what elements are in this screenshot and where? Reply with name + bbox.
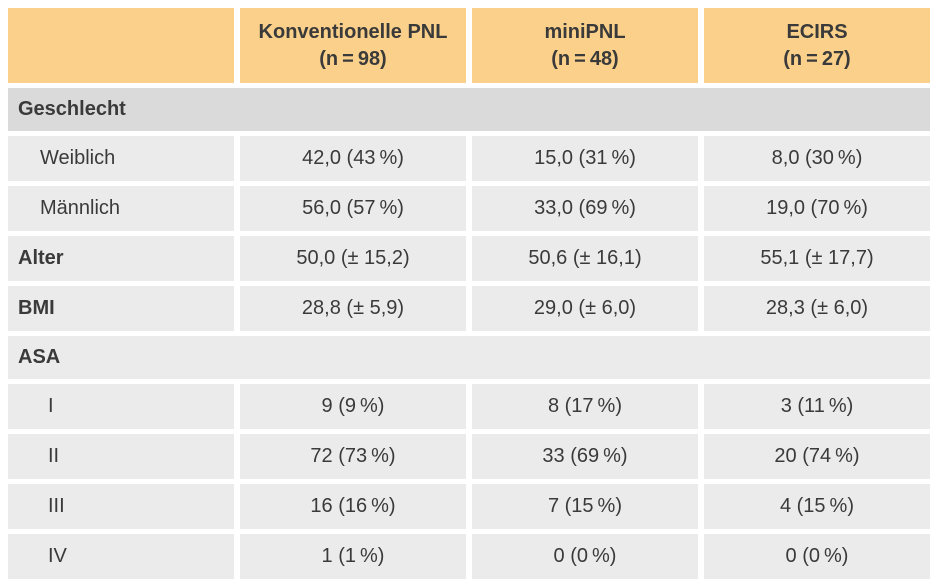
table-cell: 1 (1 %) — [240, 534, 466, 579]
table-cell: 42,0 (43 %) — [240, 136, 466, 181]
row-label-asa-3: III — [8, 484, 234, 529]
table-cell: 16 (16 %) — [240, 484, 466, 529]
row-label-maennlich: Männlich — [8, 186, 234, 231]
table-cell: 8,0 (30 %) — [704, 136, 930, 181]
section-row: Geschlecht — [8, 88, 930, 131]
table-cell: 50,0 (± 15,2) — [240, 236, 466, 281]
table-row: BMI 28,8 (± 5,9) 29,0 (± 6,0) 28,3 (± 6,… — [8, 286, 930, 331]
table-cell: 33 (69 %) — [472, 434, 698, 479]
column-n-count: (n = 48) — [551, 47, 619, 70]
section-header-geschlecht: Geschlecht — [8, 88, 930, 131]
section-header-asa: ASA — [8, 336, 930, 379]
table-row: II 72 (73 %) 33 (69 %) 20 (74 %) — [8, 434, 930, 479]
table-row: III 16 (16 %) 7 (15 %) 4 (15 %) — [8, 484, 930, 529]
row-label-bmi: BMI — [8, 286, 234, 331]
patient-characteristics-table: Konventionelle PNL (n = 98) miniPNL (n =… — [2, 3, 936, 584]
column-title: Konventionelle PNL — [258, 20, 448, 43]
table-cell: 15,0 (31 %) — [472, 136, 698, 181]
row-label-weiblich: Weiblich — [8, 136, 234, 181]
table-cell: 7 (15 %) — [472, 484, 698, 529]
table-cell: 56,0 (57 %) — [240, 186, 466, 231]
column-header-konventionelle-pnl: Konventionelle PNL (n = 98) — [240, 8, 466, 83]
column-header-ecirs: ECIRS (n = 27) — [704, 8, 930, 83]
table-cell: 28,8 (± 5,9) — [240, 286, 466, 331]
table-row: IV 1 (1 %) 0 (0 %) 0 (0 %) — [8, 534, 930, 579]
table-cell: 72 (73 %) — [240, 434, 466, 479]
table-cell: 33,0 (69 %) — [472, 186, 698, 231]
column-n-count: (n = 98) — [319, 47, 387, 70]
table-cell: 9 (9 %) — [240, 384, 466, 429]
column-title: ECIRS — [786, 20, 848, 43]
table-row: Weiblich 42,0 (43 %) 15,0 (31 %) 8,0 (30… — [8, 136, 930, 181]
column-title: miniPNL — [544, 20, 626, 43]
column-header-minipnl: miniPNL (n = 48) — [472, 8, 698, 83]
row-label-asa-2: II — [8, 434, 234, 479]
section-row: ASA — [8, 336, 930, 379]
table-cell: 3 (11 %) — [704, 384, 930, 429]
table-cell: 20 (74 %) — [704, 434, 930, 479]
header-empty-cell — [8, 8, 234, 83]
header-row: Konventionelle PNL (n = 98) miniPNL (n =… — [8, 8, 930, 83]
table-row: Männlich 56,0 (57 %) 33,0 (69 %) 19,0 (7… — [8, 186, 930, 231]
table-cell: 29,0 (± 6,0) — [472, 286, 698, 331]
row-label-asa-4: IV — [8, 534, 234, 579]
table-cell: 0 (0 %) — [472, 534, 698, 579]
table-cell: 19,0 (70 %) — [704, 186, 930, 231]
table-cell: 4 (15 %) — [704, 484, 930, 529]
row-label-asa-1: I — [8, 384, 234, 429]
column-n-count: (n = 27) — [783, 47, 851, 70]
table-cell: 8 (17 %) — [472, 384, 698, 429]
table-cell: 50,6 (± 16,1) — [472, 236, 698, 281]
table-row: Alter 50,0 (± 15,2) 50,6 (± 16,1) 55,1 (… — [8, 236, 930, 281]
table-cell: 0 (0 %) — [704, 534, 930, 579]
row-label-alter: Alter — [8, 236, 234, 281]
table-row: I 9 (9 %) 8 (17 %) 3 (11 %) — [8, 384, 930, 429]
table-cell: 28,3 (± 6,0) — [704, 286, 930, 331]
table-cell: 55,1 (± 17,7) — [704, 236, 930, 281]
